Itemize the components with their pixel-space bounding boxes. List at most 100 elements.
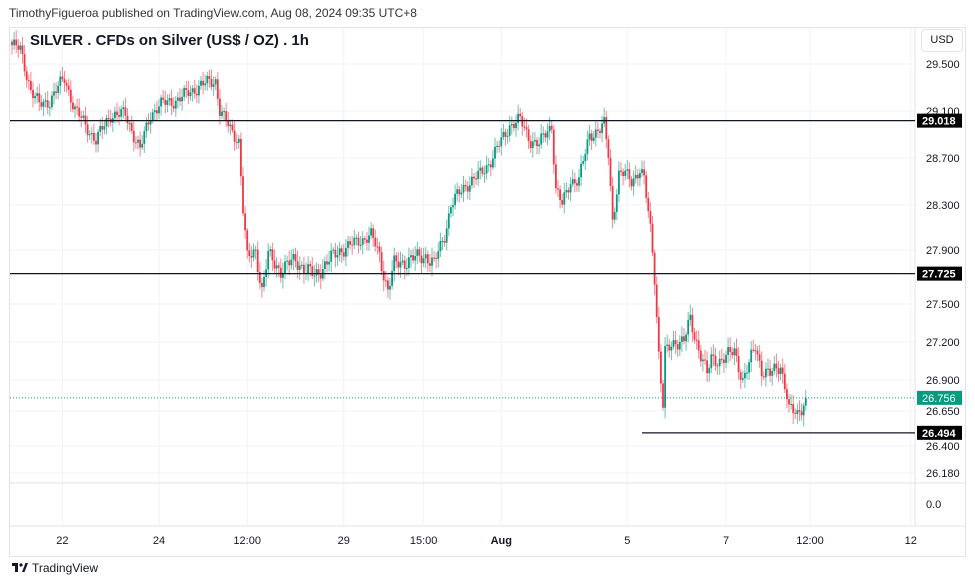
candle-body bbox=[267, 251, 270, 270]
candle-body bbox=[525, 127, 528, 130]
candle-body bbox=[252, 249, 255, 258]
candle-body bbox=[783, 373, 786, 390]
y-tick-label: 28.300 bbox=[926, 200, 960, 212]
x-tick-label: 22 bbox=[56, 535, 68, 547]
candle-body bbox=[647, 197, 650, 212]
candle-body bbox=[214, 79, 217, 85]
lower-pane-tick-label: 0.0 bbox=[926, 499, 941, 511]
y-tick-label: 27.900 bbox=[926, 245, 960, 257]
candle-body bbox=[90, 132, 93, 135]
level-price-label-bg bbox=[917, 113, 962, 128]
candle-body bbox=[216, 79, 219, 99]
candle-body bbox=[380, 252, 383, 272]
candle-body bbox=[160, 97, 162, 107]
candle-body bbox=[422, 258, 425, 264]
candle-body bbox=[23, 54, 26, 72]
candle-body bbox=[309, 264, 312, 267]
candle-body bbox=[219, 98, 221, 116]
candle-body bbox=[198, 85, 200, 96]
candle-body bbox=[69, 89, 72, 103]
candle-body bbox=[105, 117, 108, 127]
x-tick-label: 12 bbox=[905, 535, 917, 547]
candle-body bbox=[275, 265, 278, 269]
x-tick-label: Aug bbox=[491, 535, 512, 547]
candle-body bbox=[59, 76, 62, 86]
x-tick-label: 7 bbox=[723, 535, 729, 547]
candle-body bbox=[317, 269, 320, 275]
candle-body bbox=[332, 249, 335, 251]
candle-body bbox=[710, 354, 713, 369]
candle-body bbox=[269, 249, 272, 252]
candle-body bbox=[676, 344, 679, 350]
candle-body bbox=[408, 257, 410, 269]
candle-body bbox=[156, 110, 158, 114]
candle-body bbox=[641, 169, 643, 173]
candle-body bbox=[580, 163, 582, 178]
candle-body bbox=[370, 228, 372, 236]
candle-body bbox=[645, 175, 648, 198]
candle-body bbox=[756, 350, 759, 355]
candle-body bbox=[235, 141, 238, 143]
candle-body bbox=[714, 355, 717, 366]
candle-body bbox=[315, 269, 318, 276]
candle-body bbox=[534, 140, 536, 142]
y-tick-label: 27.500 bbox=[926, 299, 960, 311]
candle-body bbox=[273, 260, 276, 269]
candle-body bbox=[30, 81, 32, 91]
publisher-info: TimothyFigueroa published on TradingView… bbox=[9, 6, 417, 20]
candle-body bbox=[349, 241, 351, 245]
candle-body bbox=[424, 254, 427, 259]
candle-body bbox=[303, 264, 305, 274]
candle-body bbox=[229, 124, 232, 127]
candle-body bbox=[737, 356, 740, 373]
candle-body bbox=[139, 139, 141, 148]
candle-body bbox=[17, 45, 20, 50]
candle-body bbox=[649, 211, 652, 224]
candle-body bbox=[51, 95, 53, 108]
candle-body bbox=[542, 133, 545, 135]
candle-body bbox=[777, 368, 780, 375]
candle-body bbox=[798, 410, 801, 412]
candle-body bbox=[622, 171, 624, 176]
candle-body bbox=[540, 133, 543, 145]
y-tick-label: 26.400 bbox=[926, 441, 960, 453]
candle-body bbox=[552, 129, 555, 165]
candle-body bbox=[689, 314, 692, 321]
candle-body bbox=[660, 351, 662, 384]
candle-body bbox=[19, 45, 22, 50]
candle-body bbox=[555, 164, 557, 189]
candle-body bbox=[471, 176, 473, 186]
footer-logo[interactable]: TradingView bbox=[12, 561, 98, 575]
candle-body bbox=[382, 271, 385, 281]
candle-body bbox=[345, 247, 347, 257]
currency-button[interactable]: USD bbox=[921, 29, 963, 52]
candle-body bbox=[258, 272, 261, 283]
candle-body bbox=[307, 264, 309, 274]
candle-body bbox=[739, 372, 742, 380]
level-price-label-bg bbox=[917, 425, 962, 440]
candle-body bbox=[508, 125, 511, 136]
candle-body bbox=[195, 93, 198, 96]
candle-body bbox=[502, 131, 505, 138]
candle-body bbox=[725, 354, 727, 363]
candle-body bbox=[162, 97, 165, 100]
candle-body bbox=[76, 106, 78, 108]
y-tick-label: 26.900 bbox=[926, 375, 960, 387]
chart-title: SILVER . CFDs on Silver (US$ / OZ) . 1h bbox=[30, 32, 309, 49]
candle-body bbox=[429, 263, 431, 266]
candle-body bbox=[21, 45, 24, 55]
candle-body bbox=[506, 135, 509, 137]
candle-body bbox=[130, 123, 133, 131]
candle-body bbox=[584, 153, 587, 162]
candle-body bbox=[788, 399, 790, 405]
candle-body bbox=[103, 126, 106, 130]
candle-body bbox=[101, 126, 104, 130]
candle-body bbox=[515, 122, 517, 129]
candle-body bbox=[592, 137, 595, 141]
candle-body bbox=[670, 346, 673, 351]
candle-body bbox=[426, 254, 429, 264]
candle-body bbox=[741, 378, 744, 380]
candle-body bbox=[500, 137, 503, 147]
candle-body bbox=[36, 93, 39, 97]
